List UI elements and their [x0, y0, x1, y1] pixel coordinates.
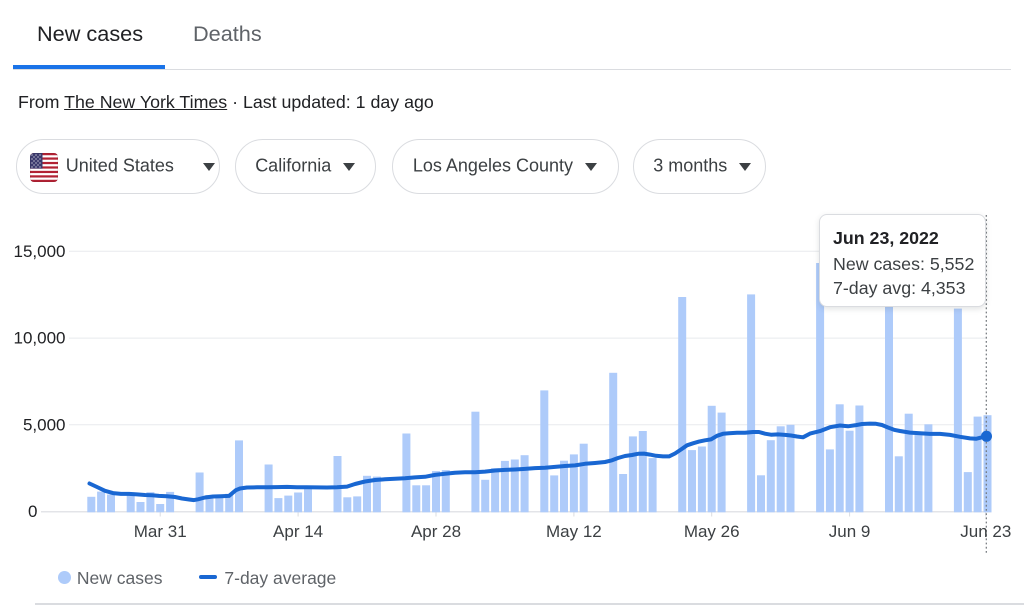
svg-text:5,000: 5,000: [23, 415, 66, 434]
svg-text:May 12: May 12: [546, 522, 602, 541]
svg-text:Jun 23: Jun 23: [960, 522, 1011, 541]
svg-text:0: 0: [28, 502, 37, 521]
svg-text:Jun 9: Jun 9: [829, 522, 871, 541]
svg-text:Apr 28: Apr 28: [411, 522, 461, 541]
svg-text:15,000: 15,000: [14, 242, 66, 261]
svg-text:10,000: 10,000: [14, 329, 66, 348]
svg-text:Mar 31: Mar 31: [134, 522, 187, 541]
svg-text:Apr 14: Apr 14: [273, 522, 323, 541]
svg-text:May 26: May 26: [684, 522, 740, 541]
